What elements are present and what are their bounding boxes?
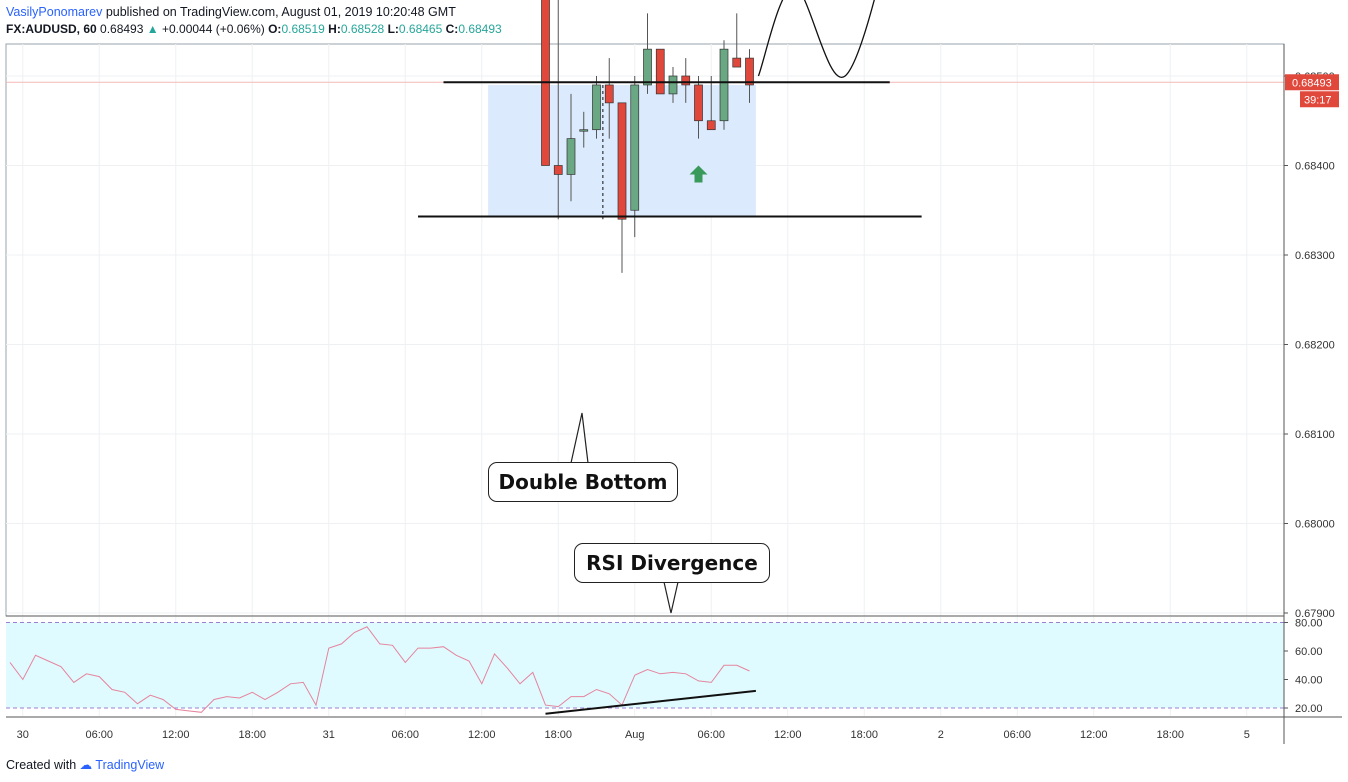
candle-body xyxy=(706,120,716,131)
candle-bullish xyxy=(668,67,678,103)
candle-bullish xyxy=(630,76,640,238)
rsi-axis-labels: 20.00 40.00 60.00 80.00 xyxy=(1284,618,1323,715)
time-tick-label: 5 xyxy=(1244,729,1250,741)
candle-bearish xyxy=(604,58,614,139)
candle-bullish xyxy=(643,13,652,94)
price-tick-label: 0.68100 xyxy=(1295,429,1335,441)
open-value: 0.68519 xyxy=(281,22,325,36)
rsi-levels xyxy=(6,622,1284,709)
symbol-info: FX:AUDUSD, 60 0.68493 ▲ +0.00044 (+0.06%… xyxy=(6,22,502,36)
rsi-tick-label: 40.00 xyxy=(1295,675,1323,687)
high-value: 0.68528 xyxy=(340,22,385,36)
open-label: O: xyxy=(268,22,282,36)
candle-bearish xyxy=(655,48,665,95)
time-tick-label: 06:00 xyxy=(1003,729,1031,741)
time-tick-label: 12:00 xyxy=(162,729,190,741)
time-tick-label: 18:00 xyxy=(1156,729,1184,741)
time-tick-label: 2 xyxy=(938,729,944,741)
triangle-up-icon: ▲ xyxy=(146,22,159,36)
price-tick-label: 0.68300 xyxy=(1295,250,1335,262)
rsi-band xyxy=(6,622,1284,708)
time-tick-label: Aug xyxy=(625,729,645,741)
time-tick-label: 18:00 xyxy=(850,729,878,741)
candle-bullish xyxy=(592,76,601,139)
current-price-tag-label: 0.68493 xyxy=(1292,77,1332,89)
callout-pointer xyxy=(570,412,589,464)
rsi-divergence-callout: RSI Divergence xyxy=(574,543,770,583)
candle-bearish xyxy=(553,0,563,220)
created-with-text: Created with xyxy=(6,758,77,772)
candle-body xyxy=(592,84,601,131)
candle-bearish xyxy=(706,76,716,131)
candle-bearish xyxy=(681,58,691,103)
candle-body xyxy=(643,48,652,86)
time-tick-label: 18:00 xyxy=(238,729,266,741)
countdown-tag xyxy=(1300,91,1339,108)
rsi-line xyxy=(9,626,750,713)
time-tick-label: 12:00 xyxy=(1080,729,1108,741)
low-value: 0.68465 xyxy=(398,22,443,36)
time-axis-labels: 30 06:00 12:00 18:00 31 06:00 12:00 18:00 Aug 06:… xyxy=(17,729,1250,741)
candle-body xyxy=(668,75,678,95)
countdown-tag-label: 39:17 xyxy=(1304,94,1332,106)
price-axis-labels: 0.67900 0.68000 0.68100 0.68200 0.68300 0.684… xyxy=(1284,71,1335,620)
candle-bullish xyxy=(579,111,589,148)
current-price-tag xyxy=(1285,74,1339,91)
author-link[interactable]: VasilyPonomarev xyxy=(6,5,103,19)
candle-body xyxy=(655,48,665,95)
price-tick-label: 0.68400 xyxy=(1295,161,1335,173)
candle-body xyxy=(719,48,729,122)
price-tick-label: 0.67900 xyxy=(1295,608,1335,620)
time-tick-label: 31 xyxy=(323,729,335,741)
up-arrow-icon xyxy=(689,165,708,183)
symbol-label[interactable]: FX:AUDUSD, 60 xyxy=(6,22,97,36)
tradingview-link[interactable]: TradingView xyxy=(95,758,165,772)
candle-bearish xyxy=(617,102,627,273)
candle-bearish xyxy=(745,49,754,103)
candle-bullish xyxy=(719,40,729,130)
time-tick-label: 12:00 xyxy=(468,729,496,741)
high-label: H: xyxy=(328,22,341,36)
candle-body xyxy=(630,84,640,211)
candle-body xyxy=(553,165,563,175)
rsi-tick-label: 80.00 xyxy=(1295,618,1323,630)
publish-info: VasilyPonomarev published on TradingView… xyxy=(6,5,456,19)
candle-body xyxy=(694,84,703,122)
footer: Created with ☁ TradingView xyxy=(6,757,164,772)
rsi-divergence-line xyxy=(545,689,756,715)
close-label: C: xyxy=(445,22,459,36)
price-change: +0.00044 (+0.06%) xyxy=(162,22,265,36)
callout-pointer xyxy=(663,581,679,614)
candle-body xyxy=(681,75,691,86)
candle-body xyxy=(579,129,589,132)
candle-bullish xyxy=(566,93,576,202)
time-tick-label: 06:00 xyxy=(85,729,113,741)
tradingview-logo-icon: ☁ xyxy=(79,758,93,772)
low-label: L: xyxy=(387,22,399,36)
last-price: 0.68493 xyxy=(100,22,144,36)
time-tick-label: 30 xyxy=(17,729,29,741)
double-bottom-callout: Double Bottom xyxy=(488,462,678,502)
time-tick-label: 12:00 xyxy=(774,729,802,741)
close-value: 0.68493 xyxy=(458,22,502,36)
price-axis xyxy=(1284,44,1342,744)
time-tick-label: 06:00 xyxy=(697,729,725,741)
price-tick-label: 0.68000 xyxy=(1295,519,1335,531)
published-text: published on TradingView.com, August 01,… xyxy=(105,5,456,19)
candle-bearish xyxy=(694,76,703,139)
rsi-tick-label: 20.00 xyxy=(1295,703,1323,715)
time-tick-label: 06:00 xyxy=(391,729,419,741)
time-tick-label: 18:00 xyxy=(544,729,572,741)
price-tick-label: 0.68200 xyxy=(1295,340,1335,352)
candle-bearish xyxy=(732,13,742,68)
candle-body xyxy=(617,102,627,220)
candle-body xyxy=(566,138,576,175)
candle-body xyxy=(732,57,742,68)
candle-body xyxy=(745,57,754,86)
rsi-tick-label: 60.00 xyxy=(1295,646,1323,658)
candle-body xyxy=(604,84,614,104)
